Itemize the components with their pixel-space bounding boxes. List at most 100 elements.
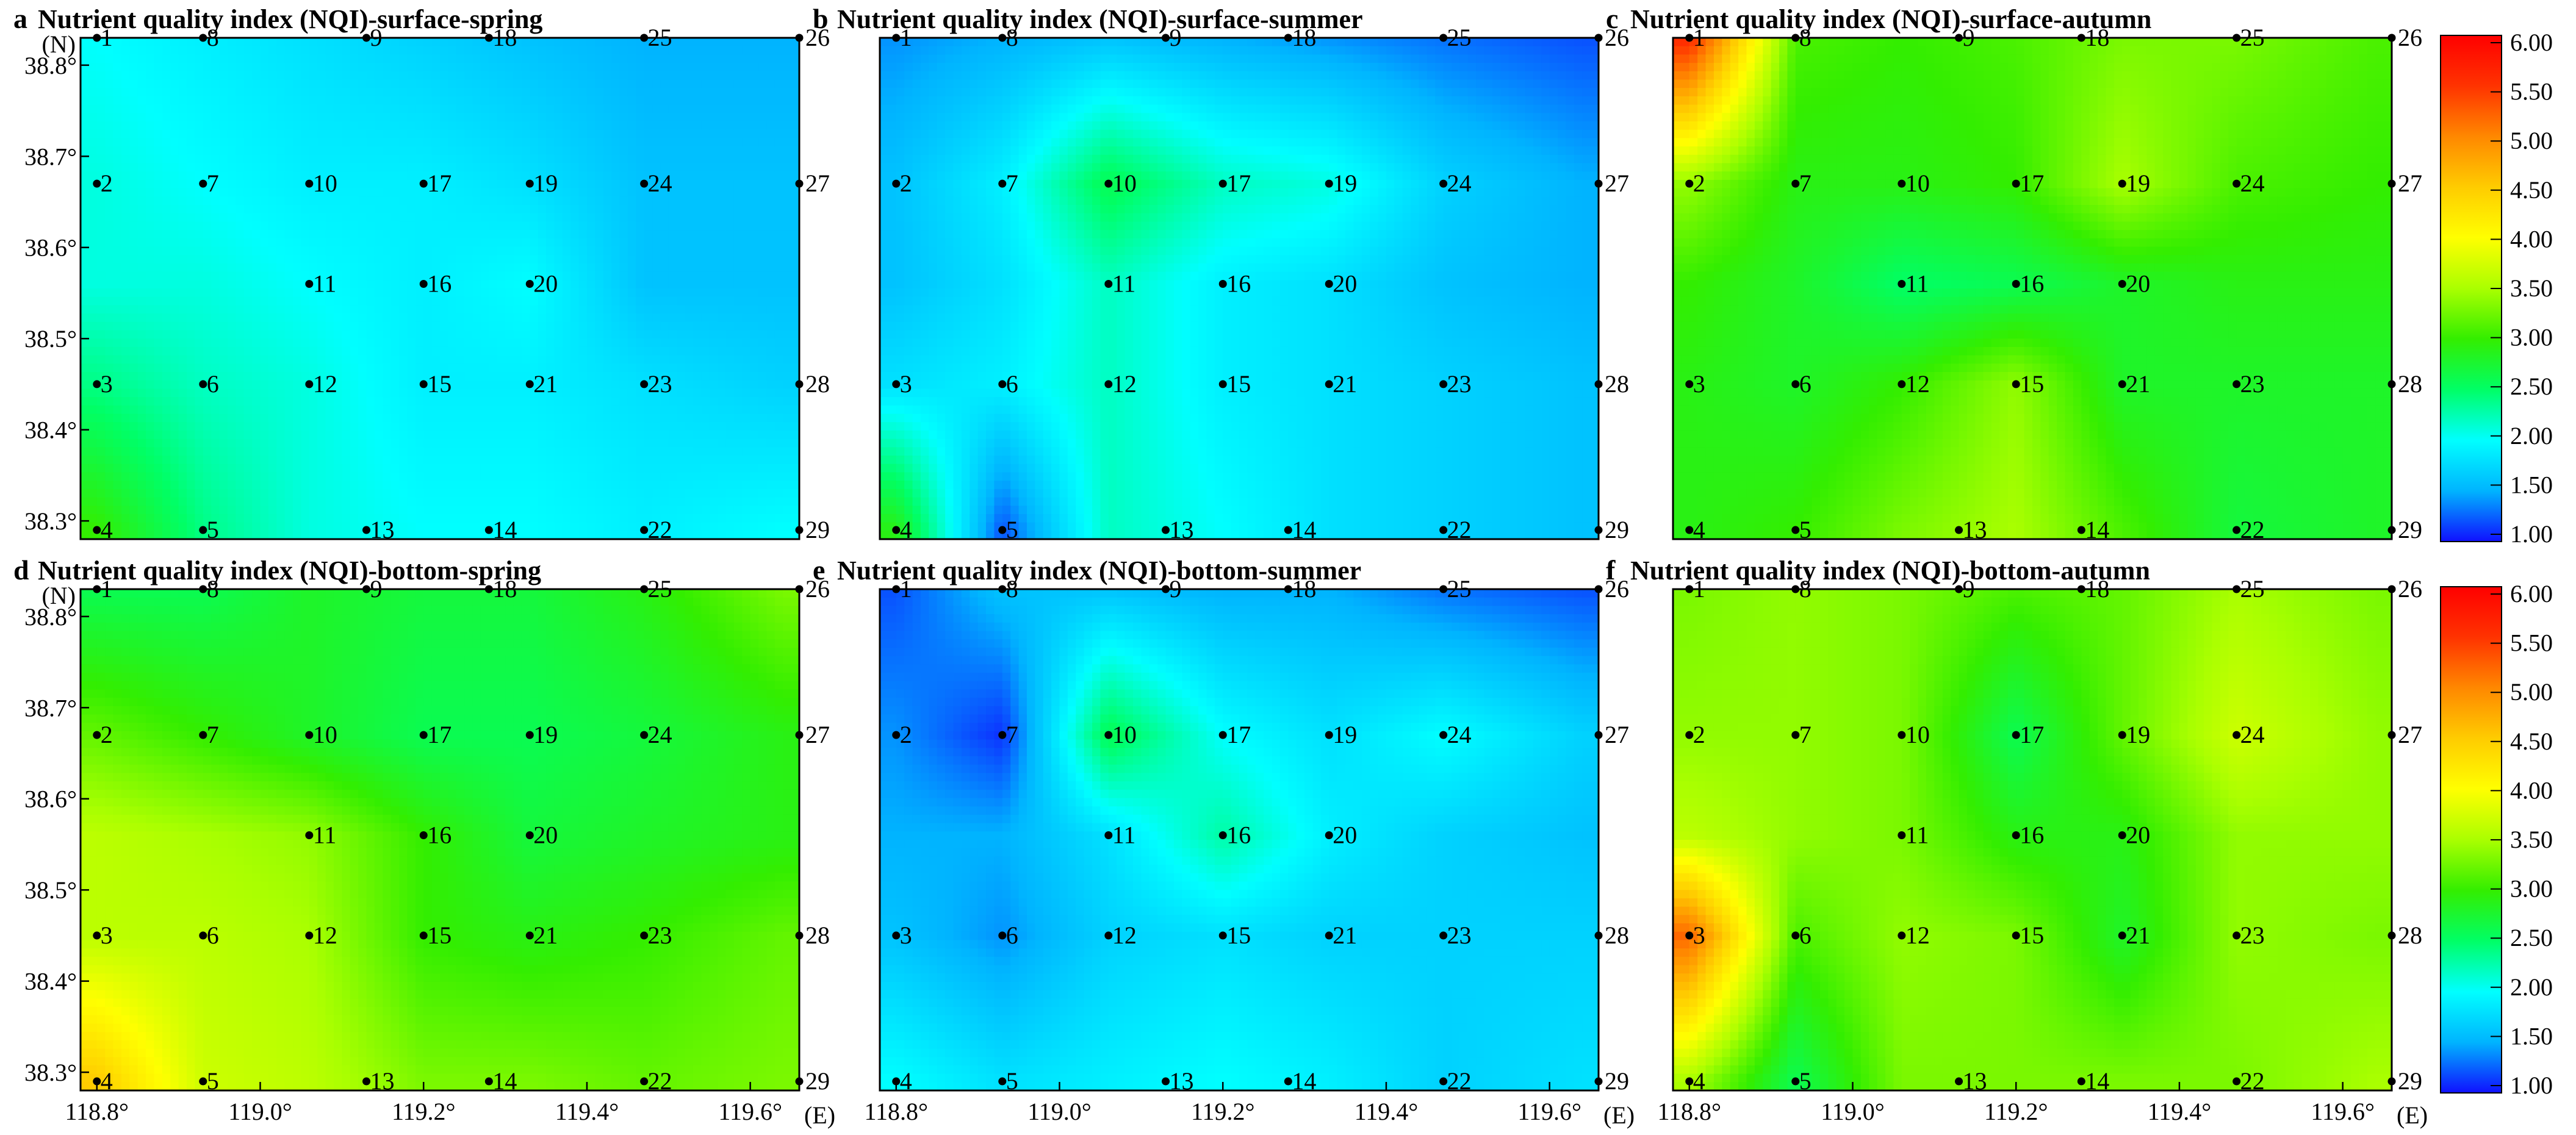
x-tick-label: 119.4° bbox=[2148, 1098, 2212, 1125]
station-label: 6 bbox=[207, 370, 219, 398]
station-label: 22 bbox=[648, 516, 672, 543]
station-dot bbox=[1439, 585, 1448, 593]
station-dot bbox=[1325, 931, 1333, 940]
y-tick-label: 38.3° bbox=[24, 507, 77, 535]
station-dot bbox=[1104, 280, 1113, 288]
station-dot bbox=[1162, 585, 1170, 593]
station-label: 2 bbox=[101, 170, 113, 197]
station-label: 22 bbox=[1447, 1067, 1472, 1095]
station-dot bbox=[640, 1077, 649, 1086]
station-label: 6 bbox=[1006, 370, 1018, 398]
y-tick-label: 38.4° bbox=[24, 417, 77, 444]
panel-letter: d bbox=[13, 554, 29, 585]
station-dot bbox=[305, 931, 314, 940]
station-label: 20 bbox=[2126, 270, 2150, 298]
panel-d: d Nutrient quality index (NQI)-bottom-spr… bbox=[13, 554, 835, 1129]
station-dot bbox=[998, 179, 1007, 188]
station-label: 26 bbox=[2398, 24, 2422, 51]
station-dot bbox=[892, 585, 901, 593]
station-dot bbox=[1218, 179, 1227, 188]
station-label: 3 bbox=[101, 922, 113, 949]
station-dot bbox=[2012, 831, 2020, 840]
panel-title: Nutrient quality index (NQI)-bottom-spri… bbox=[38, 556, 541, 585]
station-dot bbox=[1685, 526, 1694, 534]
station-label: 10 bbox=[1905, 721, 1930, 748]
colorbar-tick-label: 2.50 bbox=[2510, 373, 2553, 400]
station-label: 20 bbox=[533, 270, 558, 298]
station-dot bbox=[2232, 34, 2241, 42]
station-label: 8 bbox=[1006, 575, 1018, 603]
station-label: 8 bbox=[207, 24, 219, 51]
station-label: 16 bbox=[1226, 270, 1251, 298]
station-label: 1 bbox=[101, 24, 113, 51]
station-label: 20 bbox=[1333, 270, 1357, 298]
station-label: 6 bbox=[1799, 370, 1811, 398]
station-dot bbox=[199, 526, 207, 534]
station-dot bbox=[1162, 1077, 1170, 1086]
station-label: 7 bbox=[1799, 170, 1811, 197]
panel-title: Nutrient quality index (NQI)-surface-sum… bbox=[837, 4, 1363, 34]
station-label: 24 bbox=[1447, 170, 1472, 197]
station-dot bbox=[1439, 380, 1448, 388]
station-dot bbox=[2077, 585, 2085, 593]
station-dot bbox=[484, 585, 493, 593]
station-dot bbox=[640, 526, 649, 534]
station-dot bbox=[2012, 931, 2020, 940]
station-label: 6 bbox=[207, 922, 219, 949]
station-label: 13 bbox=[1170, 1067, 1194, 1095]
station-dot bbox=[1104, 179, 1113, 188]
station-label: 10 bbox=[1112, 721, 1137, 748]
station-label: 16 bbox=[2020, 270, 2044, 298]
station-dot bbox=[1594, 585, 1603, 593]
station-label: 18 bbox=[492, 575, 517, 603]
station-dot bbox=[1955, 585, 1963, 593]
panel-frame bbox=[879, 588, 1600, 1092]
station-dot bbox=[2118, 280, 2126, 288]
station-label: 22 bbox=[2240, 516, 2265, 543]
panel-c: c Nutrient quality index (NQI)-surface-au… bbox=[1606, 3, 2422, 543]
station-label: 27 bbox=[1605, 721, 1629, 748]
station-label: 9 bbox=[1963, 24, 1975, 51]
station-dot bbox=[199, 585, 207, 593]
station-dot bbox=[2387, 380, 2396, 388]
station-dot bbox=[1791, 380, 1800, 388]
x-axis-unit: (E) bbox=[2397, 1101, 2428, 1129]
y-tick-label: 38.7° bbox=[24, 694, 77, 721]
colorbar-tick-label: 2.00 bbox=[2510, 973, 2553, 1001]
station-dot bbox=[795, 1077, 804, 1086]
station-dot bbox=[1685, 179, 1694, 188]
station-dot bbox=[1898, 731, 1906, 739]
station-dot bbox=[1685, 1077, 1694, 1086]
x-tick-label: 119.4° bbox=[555, 1098, 619, 1125]
station-label: 15 bbox=[1226, 922, 1251, 949]
station-label: 11 bbox=[1905, 822, 1929, 849]
station-label: 13 bbox=[1963, 516, 1987, 543]
station-label: 5 bbox=[207, 516, 219, 543]
station-label: 10 bbox=[1905, 170, 1930, 197]
station-label: 17 bbox=[2020, 721, 2044, 748]
station-dot bbox=[93, 380, 101, 388]
station-dot bbox=[1218, 380, 1227, 388]
station-label: 17 bbox=[1226, 721, 1251, 748]
x-tick-label: 119.0° bbox=[1027, 1098, 1092, 1125]
station-dot bbox=[2387, 931, 2396, 940]
station-dot bbox=[305, 179, 314, 188]
station-dot bbox=[998, 931, 1007, 940]
station-dot bbox=[892, 1077, 901, 1086]
x-tick-label: 119.6° bbox=[718, 1098, 782, 1125]
colorbar-tick-label: 5.50 bbox=[2510, 629, 2553, 657]
station-dot bbox=[795, 380, 804, 388]
station-label: 4 bbox=[101, 1067, 113, 1095]
station-dot bbox=[525, 931, 534, 940]
station-dot bbox=[1898, 179, 1906, 188]
station-dot bbox=[640, 731, 649, 739]
station-dot bbox=[525, 380, 534, 388]
station-dot bbox=[93, 731, 101, 739]
colorbar-tick-label: 2.50 bbox=[2510, 924, 2553, 951]
station-label: 29 bbox=[805, 516, 830, 543]
station-label: 18 bbox=[1292, 24, 1316, 51]
station-label: 28 bbox=[805, 370, 830, 398]
station-dot bbox=[998, 1077, 1007, 1086]
station-label: 19 bbox=[2126, 721, 2150, 748]
station-dot bbox=[525, 731, 534, 739]
